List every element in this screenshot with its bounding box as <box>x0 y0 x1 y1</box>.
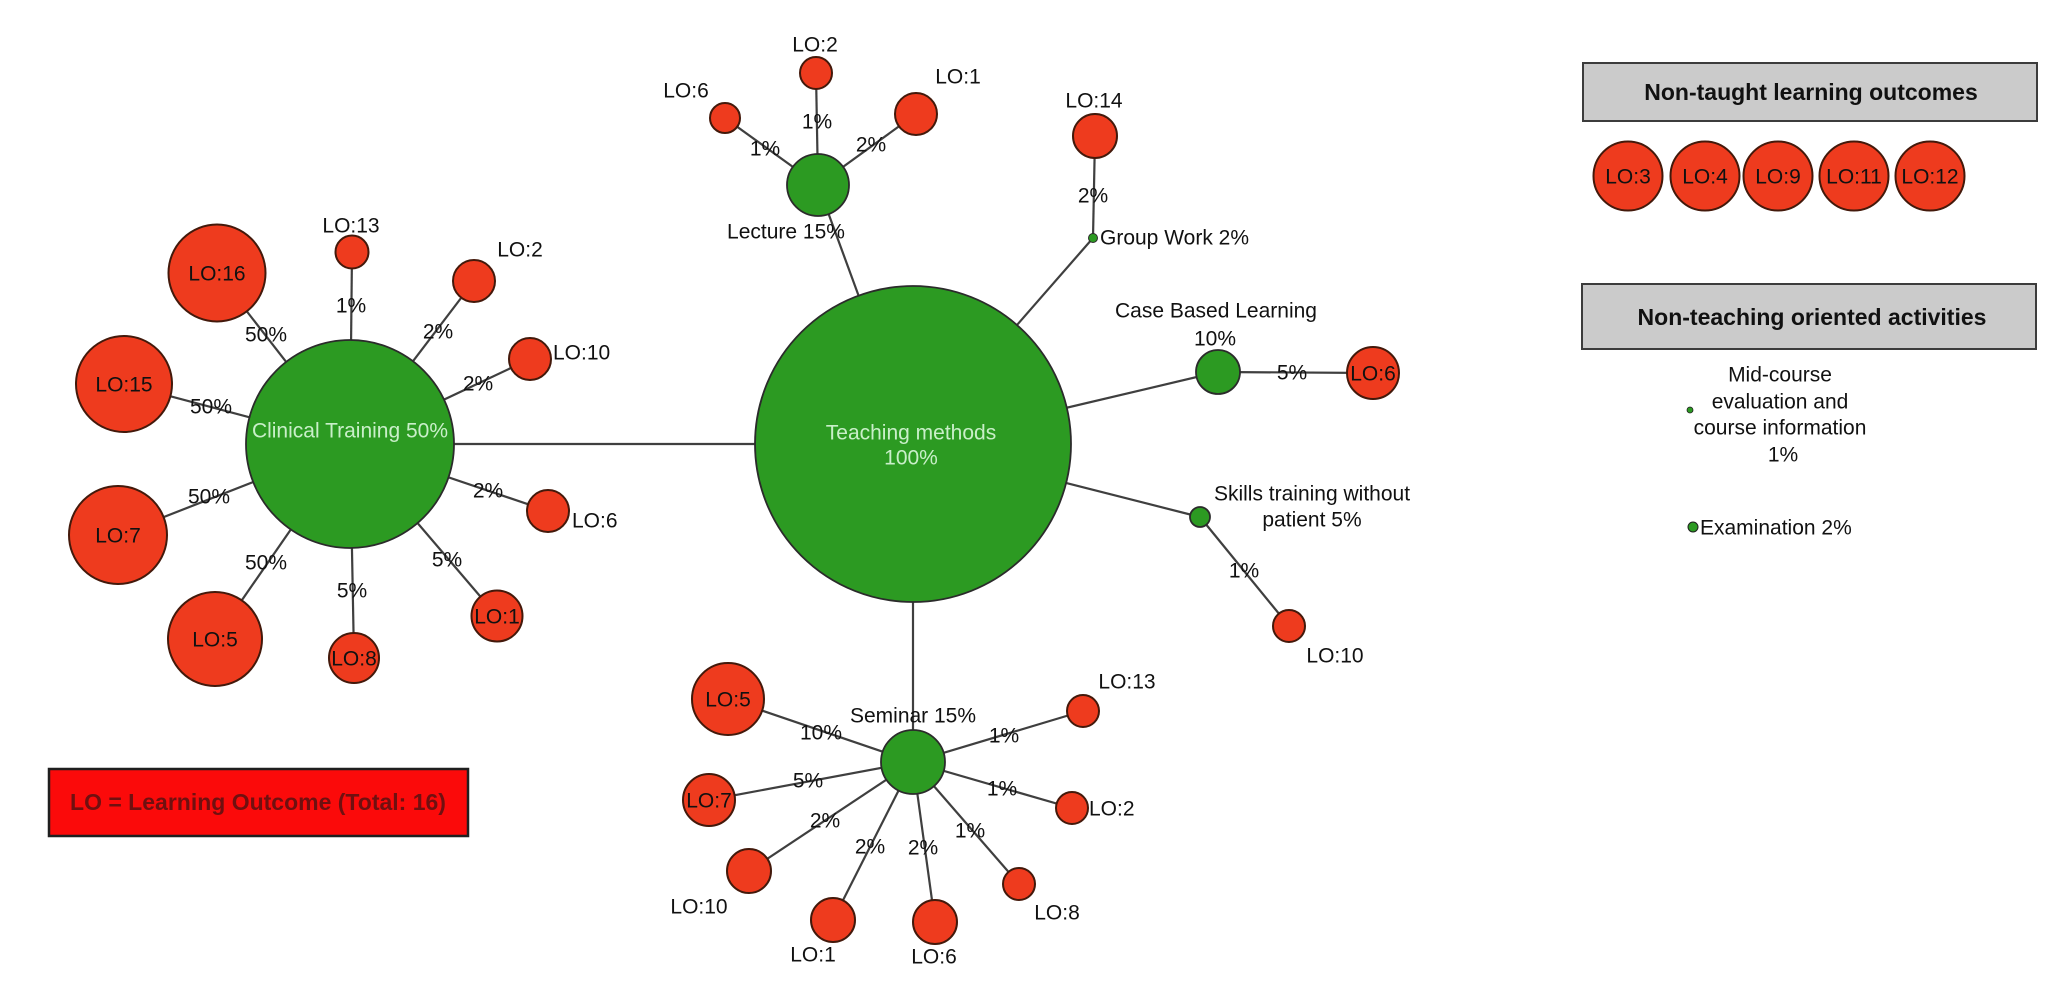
svg-text:Examination 2%: Examination 2% <box>1700 516 1852 539</box>
svg-text:Mid-course: Mid-course <box>1728 363 1832 386</box>
svg-text:Teaching methods: Teaching methods <box>826 421 996 444</box>
svg-text:2%: 2% <box>463 372 493 395</box>
svg-text:LO:9: LO:9 <box>1755 165 1801 188</box>
svg-text:evaluation and: evaluation and <box>1712 390 1849 413</box>
svg-text:2%: 2% <box>1078 184 1108 207</box>
svg-text:LO:7: LO:7 <box>686 789 732 812</box>
svg-text:LO:3: LO:3 <box>1605 165 1651 188</box>
svg-text:Lecture 15%: Lecture 15% <box>727 220 845 243</box>
svg-text:LO:6: LO:6 <box>572 509 618 532</box>
svg-text:2%: 2% <box>423 320 453 343</box>
svg-text:5%: 5% <box>1277 361 1307 384</box>
svg-text:LO:1: LO:1 <box>790 943 836 966</box>
svg-text:Seminar 15%: Seminar 15% <box>850 704 976 727</box>
svg-text:1%: 1% <box>987 777 1017 800</box>
svg-text:LO:1: LO:1 <box>935 65 981 88</box>
svg-text:LO:13: LO:13 <box>1098 670 1155 693</box>
svg-text:Non-taught learning outcomes: Non-taught learning outcomes <box>1644 79 1978 105</box>
svg-text:5%: 5% <box>793 769 823 792</box>
svg-text:50%: 50% <box>188 485 230 508</box>
svg-text:Clinical Training 50%: Clinical Training 50% <box>252 419 448 442</box>
svg-text:LO:8: LO:8 <box>1034 901 1080 924</box>
svg-text:Non-teaching oriented activiti: Non-teaching oriented activities <box>1638 304 1987 330</box>
svg-text:100%: 100% <box>884 446 938 469</box>
svg-text:LO:6: LO:6 <box>1350 362 1396 385</box>
svg-text:50%: 50% <box>245 323 287 346</box>
svg-text:LO:10: LO:10 <box>1306 644 1363 667</box>
svg-text:Skills training without: Skills training without <box>1214 482 1410 505</box>
svg-text:LO:12: LO:12 <box>1901 165 1958 188</box>
svg-text:LO:5: LO:5 <box>705 688 751 711</box>
svg-text:LO:5: LO:5 <box>192 628 238 651</box>
svg-text:LO:2: LO:2 <box>497 238 543 261</box>
svg-text:LO:15: LO:15 <box>95 373 152 396</box>
svg-text:2%: 2% <box>856 133 886 156</box>
svg-text:1%: 1% <box>1768 443 1798 466</box>
svg-text:1%: 1% <box>955 819 985 842</box>
svg-text:LO:13: LO:13 <box>322 214 379 237</box>
svg-text:LO:1: LO:1 <box>474 605 520 628</box>
svg-text:LO:8: LO:8 <box>331 647 377 670</box>
svg-text:10%: 10% <box>1194 327 1236 350</box>
svg-text:Group Work 2%: Group Work 2% <box>1100 226 1249 249</box>
svg-text:course information: course information <box>1694 416 1867 439</box>
svg-text:1%: 1% <box>802 110 832 133</box>
svg-text:1%: 1% <box>336 294 366 317</box>
svg-text:LO:6: LO:6 <box>911 945 957 968</box>
svg-text:2%: 2% <box>810 809 840 832</box>
svg-text:LO = Learning Outcome (Total:: LO = Learning Outcome (Total: 16) <box>70 789 446 815</box>
svg-text:LO:7: LO:7 <box>95 524 141 547</box>
svg-text:LO:2: LO:2 <box>792 33 838 56</box>
svg-text:50%: 50% <box>190 395 232 418</box>
svg-text:50%: 50% <box>245 551 287 574</box>
svg-text:LO:4: LO:4 <box>1682 165 1728 188</box>
svg-text:LO:2: LO:2 <box>1089 797 1135 820</box>
svg-text:5%: 5% <box>432 548 462 571</box>
svg-text:LO:14: LO:14 <box>1065 89 1123 112</box>
svg-text:LO:16: LO:16 <box>188 262 245 285</box>
svg-text:LO:10: LO:10 <box>670 895 727 918</box>
svg-text:2%: 2% <box>855 835 885 858</box>
svg-text:1%: 1% <box>1229 559 1259 582</box>
svg-text:2%: 2% <box>473 479 503 502</box>
svg-text:LO:11: LO:11 <box>1826 165 1882 188</box>
svg-text:Case Based Learning: Case Based Learning <box>1115 299 1317 322</box>
svg-text:5%: 5% <box>337 579 367 602</box>
svg-text:10%: 10% <box>800 721 842 744</box>
svg-text:1%: 1% <box>750 137 780 160</box>
svg-text:LO:10: LO:10 <box>553 341 610 364</box>
svg-text:patient 5%: patient 5% <box>1262 508 1361 531</box>
svg-text:1%: 1% <box>989 724 1019 747</box>
svg-text:LO:6: LO:6 <box>663 79 709 102</box>
svg-text:2%: 2% <box>908 836 938 859</box>
